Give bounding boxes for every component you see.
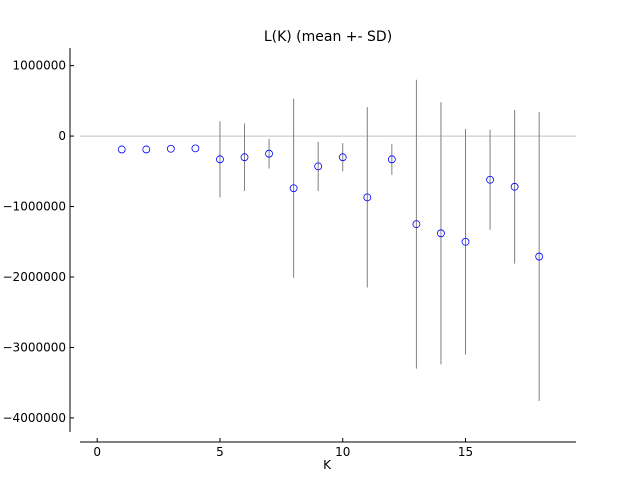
data-point [265,149,273,158]
data-point [142,145,151,154]
error-bars [219,79,540,401]
data-point [461,237,470,246]
data-point [437,229,445,238]
y-tick-label: 1000000 [13,59,66,73]
y-tick-label: −1000000 [3,200,67,214]
data-points [117,144,544,261]
x-tick-label: 5 [216,445,224,459]
y-tick-label: −2000000 [3,270,67,284]
x-tick-label: 10 [335,445,350,459]
chart-title: L(K) (mean +- SD) [264,29,392,45]
data-point [191,144,200,153]
data-point [486,175,494,184]
y-tick-label: 0 [58,129,66,143]
data-point [363,193,372,202]
data-point [387,155,396,164]
data-point [240,153,249,162]
data-point [314,162,323,171]
data-point [412,220,421,229]
y-tick-label: −4000000 [3,411,67,425]
y-ticks: 1000000 0 −1000000 −2000000 −3000000 −4000000 [3,59,74,425]
data-point [289,184,298,193]
x-ticks: 0 5 10 15 [93,438,473,459]
data-point [166,144,175,153]
data-point [117,145,126,154]
data-point [338,153,347,162]
data-point [510,182,519,191]
y-tick-label: −3000000 [3,340,67,354]
data-point [535,252,544,261]
axes [69,48,576,443]
x-axis-label: K [323,458,332,472]
data-point [216,155,224,164]
x-tick-label: 15 [458,445,473,459]
x-tick-label: 0 [93,445,101,459]
